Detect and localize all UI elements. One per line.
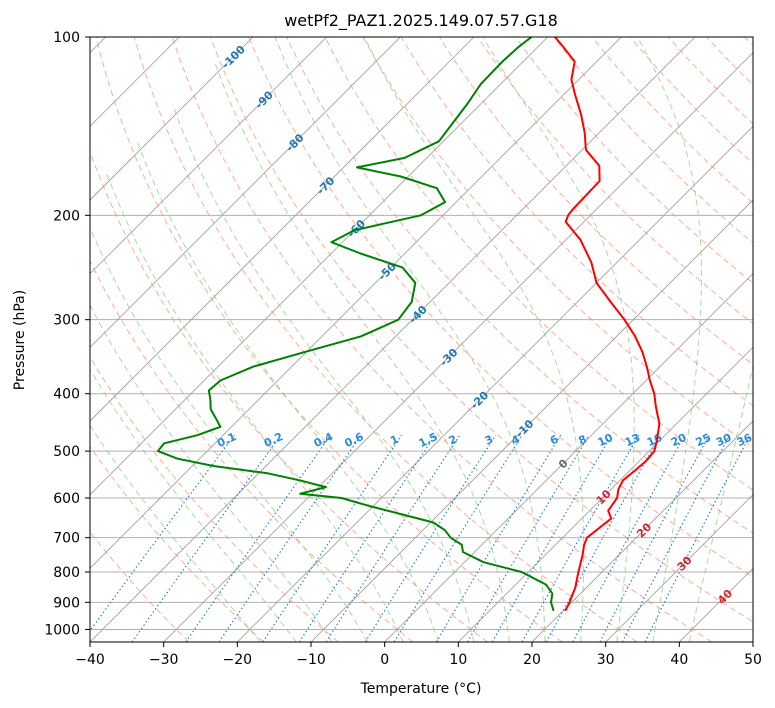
mixing-ratio-line xyxy=(393,434,523,642)
dry-adiabat xyxy=(90,445,264,642)
mixing-ratio-line xyxy=(572,434,686,642)
dry-adiabat xyxy=(324,37,753,491)
y-tick-label: 1000 xyxy=(44,622,80,638)
isotherm-line xyxy=(237,125,753,642)
chart-title: wetPf2_PAZ1.2025.149.07.57.G18 xyxy=(284,11,558,31)
mixing-ratio-line xyxy=(262,434,403,642)
mixing-ratio-label: 13 xyxy=(623,431,642,449)
dry-adiabat xyxy=(477,37,753,325)
y-tick-label: 100 xyxy=(53,30,80,46)
isotherm-line xyxy=(384,273,753,642)
isotherm-line xyxy=(163,52,753,642)
dry-adiabat xyxy=(133,37,638,642)
isotherm-line xyxy=(531,420,753,642)
isotherm-line xyxy=(90,37,327,275)
mixing-ratio-line xyxy=(131,434,282,642)
temperature-profile-line xyxy=(554,37,661,612)
moist-adiabat xyxy=(274,37,546,642)
isotherm-line xyxy=(90,37,475,422)
mixing-ratio-line xyxy=(90,434,235,632)
dry-adiabat xyxy=(591,37,753,204)
moist-adiabat xyxy=(482,37,635,642)
dry-adiabat xyxy=(400,37,753,407)
moist-adiabat xyxy=(214,61,510,642)
moist-adiabat xyxy=(90,424,261,642)
mixing-ratio-line xyxy=(545,434,662,642)
mixing-ratio-label: 25 xyxy=(694,431,713,449)
y-tick-label: 600 xyxy=(53,491,80,507)
dry-adiabat xyxy=(90,259,414,642)
dry-adiabat xyxy=(362,37,753,449)
isotherm-line xyxy=(90,37,696,642)
mixing-ratio-line xyxy=(218,434,362,642)
plot-frame xyxy=(89,36,754,643)
mixing-ratio-line xyxy=(364,434,497,642)
dry-adiabat xyxy=(210,37,753,623)
moist-adiabat xyxy=(172,104,475,642)
x-tick-label: 50 xyxy=(744,652,762,668)
y-axis-label: Pressure (hPa) xyxy=(12,290,28,390)
x-tick-label: 40 xyxy=(670,652,688,668)
moist-adiabat xyxy=(90,226,369,642)
mixing-ratio-line xyxy=(298,434,436,642)
mixing-ratio-label: 36 xyxy=(735,431,755,449)
x-tick-label: −20 xyxy=(223,652,253,668)
mixing-ratio-line xyxy=(644,434,751,642)
moist-adiabat xyxy=(90,368,297,642)
x-axis-ticks: −40 −30 −20 −10 0 10 20 30 40 50 xyxy=(75,642,762,668)
mixing-ratio-line xyxy=(599,434,710,642)
mixing-ratio-line xyxy=(435,434,562,642)
x-tick-label: 30 xyxy=(597,652,615,668)
x-axis-label: Temperature (°C) xyxy=(360,681,482,697)
mixing-ratio-line xyxy=(325,434,461,642)
x-tick-label: −10 xyxy=(296,652,326,668)
mixing-ratio-label: 16 xyxy=(645,431,665,449)
y-tick-label: 700 xyxy=(53,531,80,547)
isotherm-line xyxy=(90,37,254,201)
isotherm-line xyxy=(90,37,548,496)
moist-adiabat xyxy=(90,303,333,642)
x-tick-label: 0 xyxy=(380,652,389,668)
isotherm-line xyxy=(90,37,401,348)
x-tick-label: −30 xyxy=(149,652,179,668)
y-tick-label: 500 xyxy=(53,444,80,460)
dry-adiabat xyxy=(629,37,753,165)
profile-series xyxy=(156,37,661,612)
dewpoint-profile-line xyxy=(156,37,555,612)
moist-adiabat xyxy=(136,141,439,642)
x-tick-label: −40 xyxy=(75,652,105,668)
y-tick-label: 200 xyxy=(53,208,80,224)
moist-adiabat xyxy=(688,363,753,642)
moist-adiabat xyxy=(363,37,585,642)
y-tick-label: 400 xyxy=(53,387,80,403)
moist-adiabat xyxy=(106,173,404,642)
mixing-ratio-label: 30 xyxy=(714,431,734,449)
y-tick-label: 900 xyxy=(53,595,80,611)
y-tick-label: 800 xyxy=(53,565,80,581)
dry-adiabat xyxy=(95,37,563,642)
dry-adiabat xyxy=(515,37,753,284)
mixing-ratio-label: 20 xyxy=(669,431,689,449)
moist-adiabat xyxy=(637,37,702,642)
y-tick-label: 300 xyxy=(53,313,80,329)
mixing-ratio-label: 10 xyxy=(596,431,616,449)
x-tick-label: 10 xyxy=(449,652,467,668)
background-lines xyxy=(90,37,753,642)
x-tick-label: 20 xyxy=(523,652,541,668)
dry-adiabat xyxy=(248,37,753,578)
isotherm-line xyxy=(605,494,753,642)
isotherm-line xyxy=(90,37,622,569)
isotherm-line xyxy=(458,346,753,642)
y-axis-ticks: 100 200 300 400 500 600 700 800 900 1000 xyxy=(44,30,90,638)
